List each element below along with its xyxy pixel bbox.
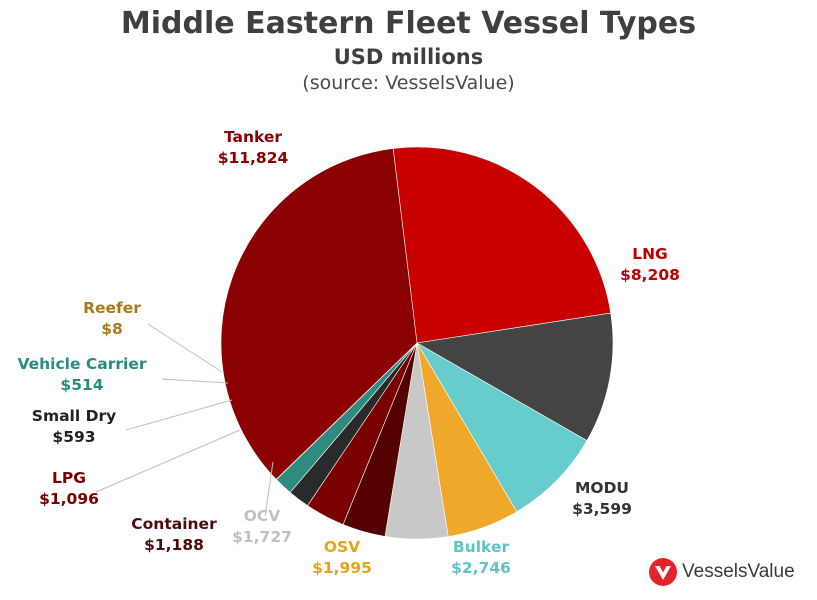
vesselsvalue-logo-icon	[649, 558, 677, 586]
slice-value-container: $1,188	[144, 536, 204, 554]
slice-label-container: Container $1,188	[131, 515, 217, 554]
slice-label-vehicle-carrier: Vehicle Carrier $514	[17, 355, 146, 394]
leader-lines	[95, 323, 274, 517]
pie-slice-lng	[392, 146, 612, 344]
logo-text: VesselsValue	[682, 561, 795, 582]
leader-line-vehicle-carrier	[161, 378, 229, 384]
slice-name-small-dry: Small Dry	[32, 407, 116, 425]
slice-value-bulker: $2,746	[451, 559, 511, 577]
chart-source: (source: VesselsValue)	[302, 72, 515, 94]
slice-label-small-dry: Small Dry $593	[32, 407, 116, 446]
slice-label-tanker: Tanker $11,824	[218, 128, 289, 167]
slice-label-lpg: LPG $1,096	[39, 469, 99, 508]
slice-value-lng: $8,208	[620, 266, 680, 284]
slice-name-bulker: Bulker	[453, 538, 510, 556]
slice-label-modu: MODU $3,599	[572, 479, 632, 518]
slice-label-bulker: Bulker $2,746	[451, 538, 511, 577]
slice-name-lng: LNG	[632, 245, 668, 263]
leader-line-small-dry	[125, 399, 233, 431]
leader-line-reefer	[147, 323, 223, 373]
slice-name-container: Container	[131, 515, 217, 533]
slice-value-tanker: $11,824	[218, 149, 289, 167]
slice-name-ocv: OCV	[244, 507, 281, 525]
slice-value-ocv: $1,727	[232, 528, 292, 546]
slice-name-reefer: Reefer	[83, 299, 141, 317]
pie-slices	[220, 146, 614, 540]
leader-line-lpg	[95, 429, 241, 493]
slice-name-lpg: LPG	[52, 469, 86, 487]
slice-name-modu: MODU	[575, 479, 629, 497]
pie-slice-modu	[416, 312, 614, 442]
slice-value-modu: $3,599	[572, 500, 632, 518]
slice-value-osv: $1,995	[312, 559, 372, 577]
slice-name-tanker: Tanker	[224, 128, 282, 146]
slice-labels: LNG $8,208 MODU $3,599 Bulker $2,746 OSV $1,995…	[17, 128, 679, 577]
pie-slice-tanker	[220, 148, 418, 480]
slice-label-lng: LNG $8,208	[620, 245, 680, 284]
slice-label-reefer: Reefer $8	[83, 299, 141, 338]
chart-title: Middle Eastern Fleet Vessel Types	[120, 6, 697, 41]
slice-value-small-dry: $593	[52, 428, 95, 446]
leader-line-ocv	[264, 461, 274, 517]
slice-label-ocv: OCV $1,727	[232, 507, 292, 546]
chart-subtitle: USD millions	[333, 45, 484, 69]
slice-value-lpg: $1,096	[39, 490, 99, 508]
slice-label-osv: OSV $1,995	[312, 538, 372, 577]
vesselsvalue-logo: VesselsValue	[648, 555, 795, 589]
slice-value-vehicle-carrier: $514	[60, 376, 103, 394]
slice-name-vehicle-carrier: Vehicle Carrier	[17, 355, 146, 373]
slice-value-reefer: $8	[101, 320, 123, 338]
slice-name-osv: OSV	[324, 538, 360, 556]
pie-slice-bulker	[416, 342, 588, 513]
